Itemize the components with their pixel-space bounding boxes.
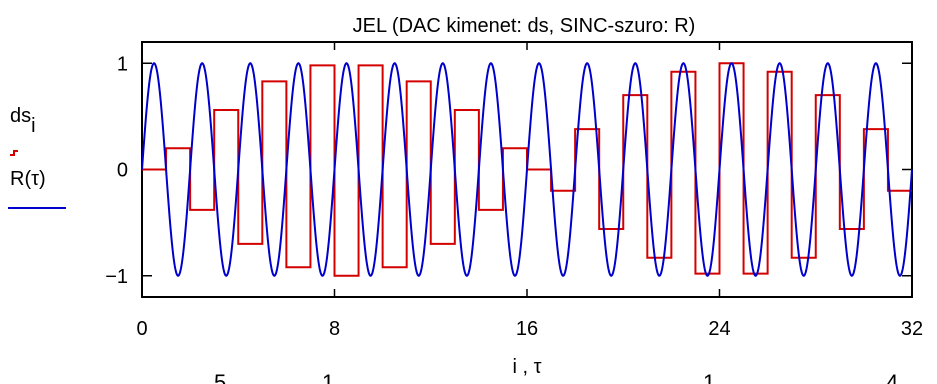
y-tick-label: 0 (117, 160, 128, 182)
legend-label-r: R(τ) (10, 168, 46, 190)
bottom-partial-glyph: 1 (322, 370, 334, 384)
bottom-partial-glyph: 5 (214, 370, 226, 384)
y-tick-label: −1 (105, 266, 128, 288)
bottom-partial-glyph: 1 (703, 370, 715, 384)
series-r (141, 62, 913, 277)
bottom-partial-glyph: 4 (886, 370, 898, 384)
legend-label-ds-main: ds (10, 105, 31, 127)
tick-labels: 0 8 16 24 32 −1 0 1 (105, 53, 923, 340)
chart-title: JEL (DAC kimenet: ds, SINC-szuro: R) (353, 15, 696, 37)
legend: dsi R(τ) (8, 105, 66, 209)
tick-marks (141, 42, 913, 297)
x-tick-label: 24 (708, 318, 730, 340)
x-tick-label: 0 (136, 318, 147, 340)
r-curve (141, 62, 913, 277)
x-tick-label: 16 (516, 318, 538, 340)
legend-label-ds: dsi (10, 105, 36, 137)
x-tick-label: 32 (901, 318, 923, 340)
x-tick-label: 8 (329, 318, 340, 340)
legend-swatch-ds (10, 150, 18, 156)
x-axis-label: i , τ (512, 356, 541, 378)
bottom-partial-text: 5 1 1 4 (214, 370, 898, 384)
y-tick-label: 1 (117, 53, 128, 75)
legend-label-ds-sub: i (31, 115, 35, 137)
